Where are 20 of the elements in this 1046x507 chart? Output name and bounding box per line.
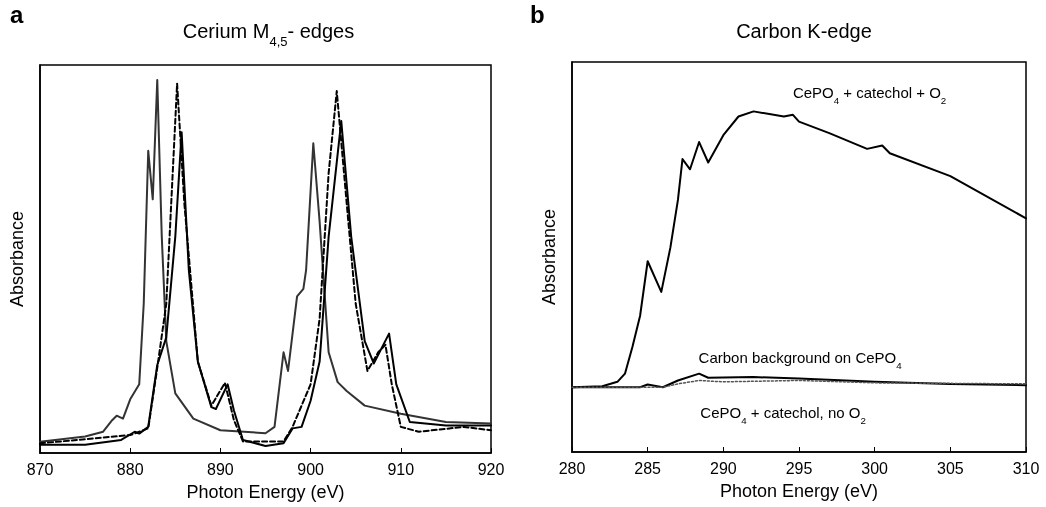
x-tick-label: 890 [207,460,234,478]
x-tick-label: 910 [387,460,415,478]
x-tick-label: 920 [477,460,505,478]
text: a [10,0,24,28]
x-axis-title: Photon Energy (eV) [719,481,879,501]
x-axis-title: Photon Energy (eV) [186,482,345,502]
x-tick-label: 310 [1012,459,1040,477]
chart-title: Carbon K-edge [736,20,872,42]
x-tick-label: 285 [634,459,662,477]
x-tick-label: 870 [26,460,54,478]
x-tick-label: 290 [709,459,737,477]
x-tick-label: 300 [861,459,889,477]
x-tick-label: 280 [558,459,586,477]
x-tick-label: 900 [297,460,325,478]
x-tick-label: 305 [936,459,964,477]
x-tick-label: 880 [116,460,144,478]
y-axis-title: Absorbance [7,210,27,308]
text: b [530,0,545,28]
x-tick-label: 295 [785,459,813,477]
y-axis-title: Absorbance [539,208,559,306]
